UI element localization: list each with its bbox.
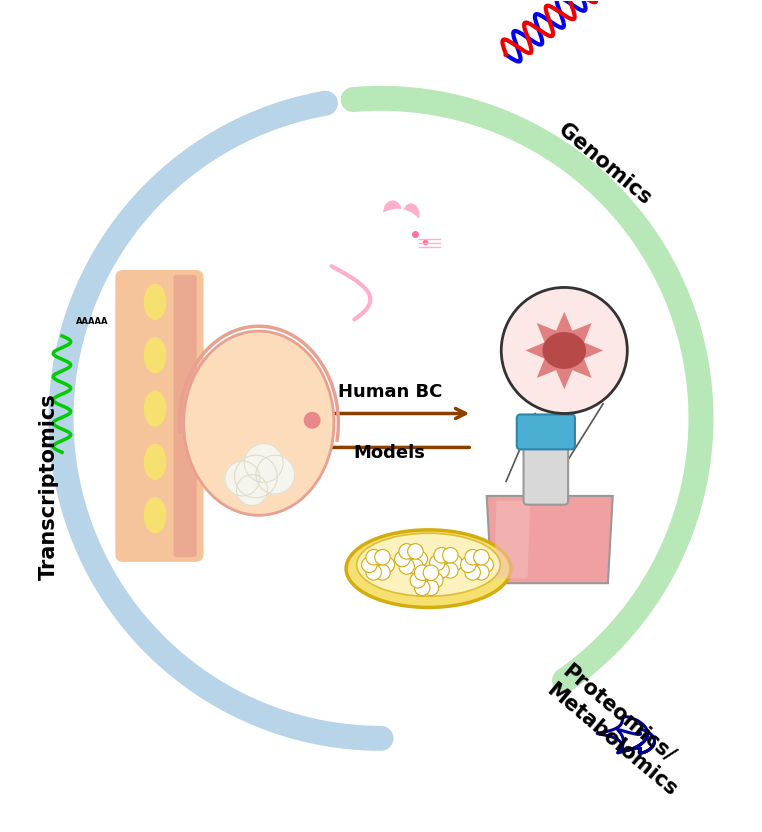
Circle shape	[256, 455, 295, 494]
Circle shape	[399, 559, 415, 574]
Circle shape	[460, 557, 476, 572]
Circle shape	[432, 549, 459, 577]
Polygon shape	[526, 312, 603, 389]
Circle shape	[463, 551, 491, 578]
Circle shape	[399, 543, 415, 559]
Circle shape	[443, 547, 458, 563]
Circle shape	[398, 545, 424, 572]
Circle shape	[501, 287, 627, 414]
Circle shape	[375, 549, 390, 565]
Ellipse shape	[327, 218, 395, 266]
Circle shape	[395, 551, 410, 567]
Circle shape	[225, 461, 260, 496]
Circle shape	[427, 572, 443, 588]
Circle shape	[415, 565, 430, 581]
Circle shape	[245, 443, 283, 483]
Circle shape	[434, 562, 450, 578]
Ellipse shape	[403, 204, 419, 225]
FancyBboxPatch shape	[174, 275, 197, 557]
Ellipse shape	[357, 533, 501, 597]
Circle shape	[412, 551, 427, 567]
Circle shape	[447, 555, 463, 571]
Ellipse shape	[145, 391, 165, 426]
Circle shape	[410, 572, 426, 588]
Circle shape	[375, 565, 390, 580]
Ellipse shape	[384, 201, 402, 225]
Polygon shape	[487, 496, 613, 583]
Ellipse shape	[145, 285, 165, 319]
Text: Transcriptomics: Transcriptomics	[38, 393, 59, 580]
Ellipse shape	[346, 530, 511, 607]
Circle shape	[362, 557, 377, 572]
Circle shape	[408, 543, 423, 559]
Circle shape	[235, 455, 277, 498]
Circle shape	[415, 580, 430, 596]
Text: Proteomics/
Metabolomics: Proteomics/ Metabolomics	[543, 661, 697, 800]
Circle shape	[413, 567, 440, 594]
Circle shape	[366, 549, 382, 565]
Circle shape	[474, 549, 489, 565]
Ellipse shape	[543, 332, 586, 369]
Circle shape	[430, 555, 445, 571]
Ellipse shape	[145, 444, 165, 479]
Text: Genomics: Genomics	[555, 120, 655, 209]
FancyBboxPatch shape	[115, 270, 203, 562]
Text: AAAAA: AAAAA	[75, 317, 108, 326]
FancyBboxPatch shape	[523, 433, 568, 505]
Circle shape	[465, 565, 480, 580]
Circle shape	[423, 565, 439, 581]
Polygon shape	[495, 501, 530, 578]
Circle shape	[443, 562, 458, 578]
Ellipse shape	[145, 338, 165, 373]
Circle shape	[379, 557, 395, 572]
Circle shape	[408, 559, 423, 574]
Circle shape	[366, 565, 382, 580]
Text: Models: Models	[354, 444, 426, 462]
Ellipse shape	[184, 331, 334, 515]
FancyBboxPatch shape	[517, 414, 575, 449]
Circle shape	[423, 580, 439, 596]
Text: Human BC: Human BC	[338, 383, 442, 401]
Circle shape	[370, 210, 424, 265]
Circle shape	[364, 551, 392, 578]
Circle shape	[434, 547, 450, 563]
Ellipse shape	[145, 498, 165, 532]
Circle shape	[465, 549, 480, 565]
Circle shape	[236, 474, 267, 506]
Circle shape	[304, 413, 320, 428]
Circle shape	[474, 565, 489, 580]
Circle shape	[478, 557, 494, 572]
